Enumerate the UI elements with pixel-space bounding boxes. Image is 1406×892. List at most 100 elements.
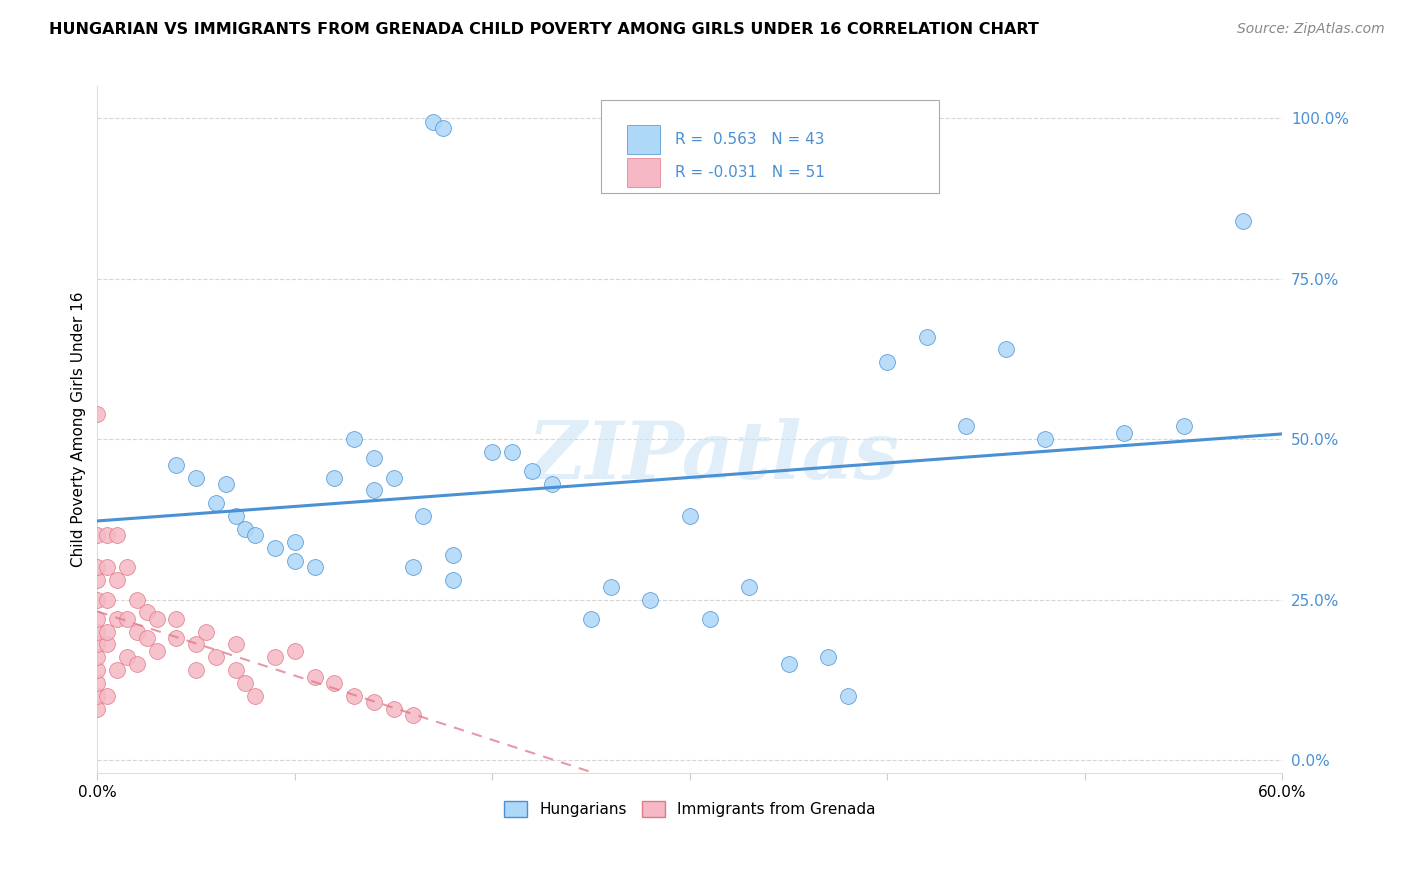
- Point: [245, 528, 267, 542]
- Point: [86, 592, 108, 607]
- Point: [412, 509, 434, 524]
- Point: [145, 612, 167, 626]
- Point: [125, 657, 148, 671]
- Point: [96, 592, 118, 607]
- Point: [86, 528, 108, 542]
- Point: [264, 541, 287, 556]
- Point: [86, 701, 108, 715]
- Point: [86, 689, 108, 703]
- Point: [86, 612, 108, 626]
- Point: [105, 574, 128, 588]
- Point: [184, 637, 207, 651]
- Point: [86, 676, 108, 690]
- Point: [205, 650, 228, 665]
- Point: [165, 458, 187, 472]
- Point: [284, 554, 307, 568]
- Point: [640, 592, 662, 607]
- Point: [994, 343, 1017, 357]
- Point: [1114, 425, 1136, 440]
- Point: [264, 650, 287, 665]
- FancyBboxPatch shape: [627, 126, 661, 154]
- Point: [245, 689, 267, 703]
- FancyBboxPatch shape: [600, 100, 939, 193]
- Point: [402, 560, 425, 574]
- Point: [125, 624, 148, 639]
- FancyBboxPatch shape: [627, 158, 661, 186]
- Point: [304, 560, 326, 574]
- Point: [1035, 432, 1057, 446]
- Point: [837, 689, 859, 703]
- Point: [96, 528, 118, 542]
- Point: [520, 464, 543, 478]
- Point: [86, 560, 108, 574]
- Point: [105, 612, 128, 626]
- Point: [284, 534, 307, 549]
- Point: [145, 644, 167, 658]
- Point: [778, 657, 800, 671]
- Point: [481, 445, 503, 459]
- Point: [225, 663, 247, 677]
- Point: [540, 477, 562, 491]
- Point: [86, 407, 108, 421]
- Point: [343, 432, 366, 446]
- Text: Source: ZipAtlas.com: Source: ZipAtlas.com: [1237, 22, 1385, 37]
- Point: [915, 329, 938, 343]
- Point: [96, 637, 118, 651]
- Legend: Hungarians, Immigrants from Grenada: Hungarians, Immigrants from Grenada: [498, 796, 882, 823]
- Point: [382, 470, 405, 484]
- Point: [363, 483, 385, 498]
- Y-axis label: Child Poverty Among Girls Under 16: Child Poverty Among Girls Under 16: [72, 292, 86, 567]
- Point: [235, 676, 257, 690]
- Point: [96, 689, 118, 703]
- Point: [184, 663, 207, 677]
- Point: [105, 663, 128, 677]
- Point: [96, 624, 118, 639]
- Text: R =  0.563   N = 43: R = 0.563 N = 43: [675, 132, 824, 147]
- Point: [184, 470, 207, 484]
- Point: [205, 496, 228, 510]
- Point: [382, 701, 405, 715]
- Point: [876, 355, 898, 369]
- Point: [235, 522, 257, 536]
- Point: [955, 419, 977, 434]
- Point: [1232, 214, 1254, 228]
- Point: [225, 637, 247, 651]
- Point: [86, 574, 108, 588]
- Point: [600, 580, 623, 594]
- Point: [422, 114, 444, 128]
- Point: [225, 509, 247, 524]
- Point: [165, 612, 187, 626]
- Point: [699, 612, 721, 626]
- Point: [1173, 419, 1195, 434]
- Point: [215, 477, 238, 491]
- Point: [323, 470, 346, 484]
- Point: [86, 624, 108, 639]
- Point: [86, 637, 108, 651]
- Point: [125, 592, 148, 607]
- Point: [86, 650, 108, 665]
- Point: [135, 606, 157, 620]
- Point: [165, 631, 187, 645]
- Point: [115, 560, 138, 574]
- Point: [363, 695, 385, 709]
- Point: [96, 560, 118, 574]
- Point: [441, 574, 464, 588]
- Point: [343, 689, 366, 703]
- Point: [304, 669, 326, 683]
- Point: [363, 451, 385, 466]
- Point: [135, 631, 157, 645]
- Point: [105, 528, 128, 542]
- Text: ZIPatlas: ZIPatlas: [527, 418, 900, 496]
- Point: [284, 644, 307, 658]
- Point: [679, 509, 702, 524]
- Point: [323, 676, 346, 690]
- Point: [402, 708, 425, 723]
- Text: R = -0.031   N = 51: R = -0.031 N = 51: [675, 165, 824, 179]
- Point: [579, 612, 602, 626]
- Point: [817, 650, 839, 665]
- Text: HUNGARIAN VS IMMIGRANTS FROM GRENADA CHILD POVERTY AMONG GIRLS UNDER 16 CORRELAT: HUNGARIAN VS IMMIGRANTS FROM GRENADA CHI…: [49, 22, 1039, 37]
- Point: [115, 650, 138, 665]
- Point: [86, 663, 108, 677]
- Point: [501, 445, 523, 459]
- Point: [738, 580, 761, 594]
